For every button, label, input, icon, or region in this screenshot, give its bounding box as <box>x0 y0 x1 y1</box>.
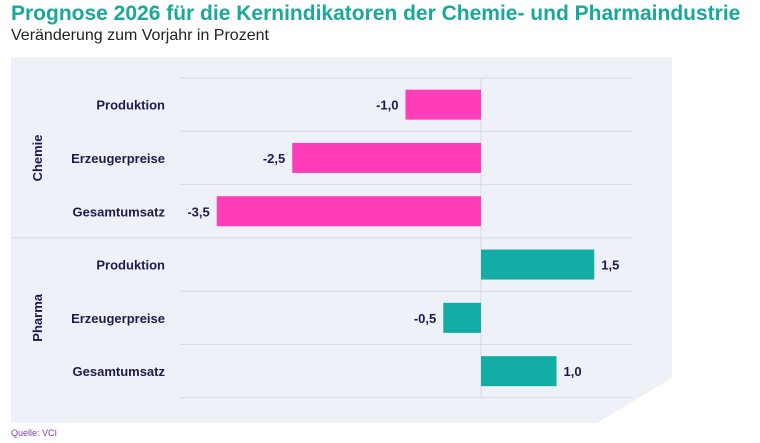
chart-panel <box>11 57 672 423</box>
bar <box>481 249 595 280</box>
group-label-chemie: Chemie <box>30 134 45 181</box>
source-note: Quelle: VCI <box>11 428 58 438</box>
data-label: -3,5 <box>187 204 209 219</box>
data-label: 1,0 <box>564 364 582 379</box>
category-label: Produktion <box>96 98 165 113</box>
data-label: -2,5 <box>263 151 285 166</box>
category-label: Produktion <box>96 258 165 273</box>
group-label-pharma: Pharma <box>30 293 45 341</box>
bar <box>292 142 481 173</box>
data-label: 1,5 <box>601 258 619 273</box>
category-label: Erzeugerpreise <box>71 151 165 166</box>
category-label: Gesamtumsatz <box>73 204 166 219</box>
category-label: Erzeugerpreise <box>71 311 165 326</box>
bar <box>405 89 481 120</box>
chart-subtitle: Veränderung zum Vorjahr in Prozent <box>11 27 269 44</box>
category-label: Gesamtumsatz <box>73 364 166 379</box>
chart-title: Prognose 2026 für die Kernindikatoren de… <box>11 2 741 25</box>
data-label: -0,5 <box>414 311 436 326</box>
data-label: -1,0 <box>376 98 398 113</box>
bar <box>216 196 481 227</box>
bar <box>443 302 481 333</box>
bar <box>481 356 557 387</box>
